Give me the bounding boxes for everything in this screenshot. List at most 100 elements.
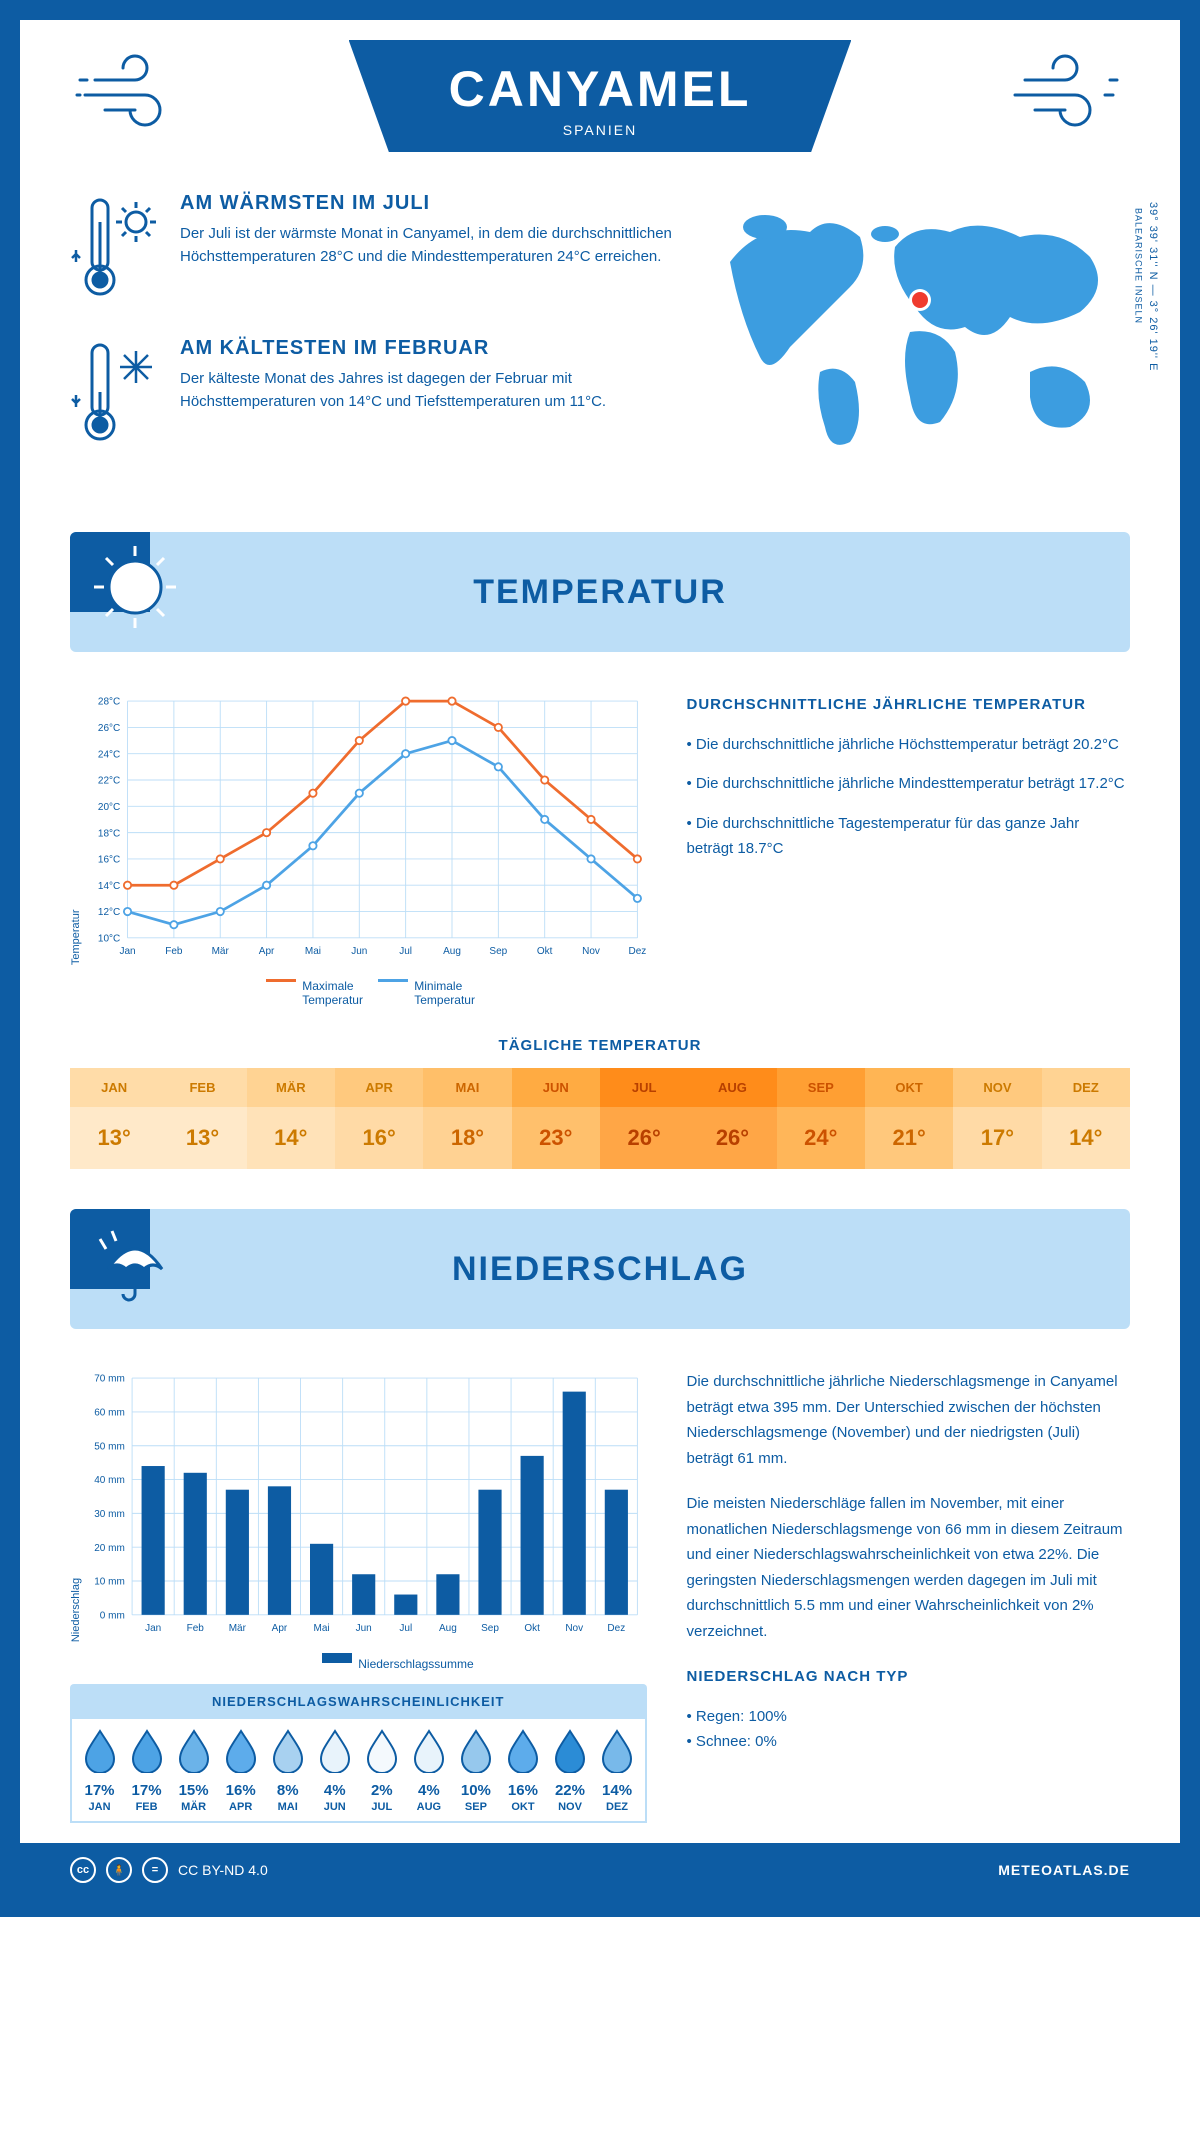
svg-text:50 mm: 50 mm — [94, 1442, 125, 1453]
temperature-banner: TEMPERATUR — [70, 532, 1130, 652]
temperature-line-chart: Temperatur 10°C12°C14°C16°C18°C20°C22°C2… — [70, 692, 647, 987]
warmest-body: Der Juli ist der wärmste Monat in Canyam… — [180, 223, 680, 268]
info-section: AM WÄRMSTEN IM JULI Der Juli ist der wär… — [20, 152, 1180, 512]
nd-icon: = — [142, 1857, 168, 1883]
month-cell: JAN 13° — [70, 1068, 158, 1169]
svg-text:16°C: 16°C — [98, 855, 120, 866]
month-cell: OKT 21° — [865, 1068, 953, 1169]
month-cell: MÄR 14° — [247, 1068, 335, 1169]
title-banner: CANYAMEL SPANIEN — [349, 40, 852, 152]
daily-temp-title: TÄGLICHE TEMPERATUR — [20, 1037, 1180, 1054]
svg-text:Nov: Nov — [565, 1623, 583, 1634]
svg-text:Mai: Mai — [314, 1623, 330, 1634]
svg-text:0 mm: 0 mm — [100, 1611, 125, 1622]
svg-text:Dez: Dez — [607, 1623, 625, 1634]
month-cell: APR 16° — [335, 1068, 423, 1169]
probability-cell: 15% MÄR — [170, 1727, 217, 1813]
month-cell: AUG 26° — [688, 1068, 776, 1169]
precipitation-chart-row: Niederschlag 0 mm10 mm20 mm30 mm40 mm50 … — [20, 1349, 1180, 1843]
raindrop-icon — [81, 1727, 119, 1773]
svg-text:40 mm: 40 mm — [94, 1475, 125, 1486]
svg-text:60 mm: 60 mm — [94, 1408, 125, 1419]
month-cell: FEB 13° — [158, 1068, 246, 1169]
svg-text:Feb: Feb — [165, 946, 183, 957]
raindrop-icon — [175, 1727, 213, 1773]
precipitation-legend: Niederschlagssumme — [70, 1650, 647, 1664]
raindrop-icon — [504, 1727, 542, 1773]
thermometer-sun-icon — [70, 192, 160, 307]
precipitation-bar-chart: Niederschlag 0 mm10 mm20 mm30 mm40 mm50 … — [70, 1369, 647, 1642]
probability-cell: 2% JUL — [358, 1727, 405, 1813]
svg-text:Jul: Jul — [399, 946, 412, 957]
svg-text:12°C: 12°C — [98, 907, 120, 918]
svg-text:20 mm: 20 mm — [94, 1543, 125, 1554]
raindrop-icon — [410, 1727, 448, 1773]
page-subtitle: SPANIEN — [449, 122, 752, 138]
probability-cell: 10% SEP — [452, 1727, 499, 1813]
svg-text:14°C: 14°C — [98, 881, 120, 892]
raindrop-icon — [457, 1727, 495, 1773]
svg-text:18°C: 18°C — [98, 828, 120, 839]
svg-text:70 mm: 70 mm — [94, 1374, 125, 1385]
cc-icon: cc — [70, 1857, 96, 1883]
probability-cell: 4% JUN — [311, 1727, 358, 1813]
svg-text:Okt: Okt — [524, 1623, 540, 1634]
svg-text:Dez: Dez — [629, 946, 647, 957]
precipitation-description: Die durchschnittliche jährliche Niedersc… — [687, 1369, 1130, 1823]
warmest-title: AM WÄRMSTEN IM JULI — [180, 192, 680, 215]
raindrop-icon — [598, 1727, 636, 1773]
sun-icon — [90, 542, 180, 637]
footer: cc 🧍 = CC BY-ND 4.0 METEOATLAS.DE — [20, 1843, 1180, 1897]
svg-text:Aug: Aug — [439, 1623, 457, 1634]
svg-text:Feb: Feb — [187, 1623, 205, 1634]
svg-text:30 mm: 30 mm — [94, 1509, 125, 1520]
daily-temp-table: JAN 13° FEB 13° MÄR 14° APR 16° MAI 18° … — [70, 1068, 1130, 1169]
svg-text:Apr: Apr — [259, 946, 275, 957]
page-frame: CANYAMEL SPANIEN — [0, 0, 1200, 1917]
svg-text:Aug: Aug — [443, 946, 461, 957]
probability-cell: 17% JAN — [76, 1727, 123, 1813]
world-map: 39° 39' 31'' N — 3° 26' 19'' E BALEARISC… — [710, 192, 1130, 482]
svg-text:Mär: Mär — [229, 1623, 247, 1634]
svg-text:Okt: Okt — [537, 946, 553, 957]
svg-text:22°C: 22°C — [98, 776, 120, 787]
svg-text:Jan: Jan — [119, 946, 135, 957]
svg-text:10°C: 10°C — [98, 933, 120, 944]
license-text: CC BY-ND 4.0 — [178, 1862, 268, 1878]
svg-text:24°C: 24°C — [98, 749, 120, 760]
probability-cell: 22% NOV — [546, 1727, 593, 1813]
raindrop-icon — [269, 1727, 307, 1773]
probability-cell: 16% APR — [217, 1727, 264, 1813]
header-row: CANYAMEL SPANIEN — [20, 20, 1180, 152]
raindrop-icon — [222, 1727, 260, 1773]
wind-icon-left — [70, 40, 200, 140]
svg-text:Jun: Jun — [351, 946, 367, 957]
svg-text:28°C: 28°C — [98, 697, 120, 708]
raindrop-icon — [363, 1727, 401, 1773]
svg-text:Sep: Sep — [481, 1623, 499, 1634]
thermometer-snow-icon — [70, 337, 160, 452]
svg-text:Jul: Jul — [399, 1623, 412, 1634]
svg-text:Jan: Jan — [145, 1623, 161, 1634]
probability-cell: 4% AUG — [405, 1727, 452, 1813]
probability-title: NIEDERSCHLAGSWAHRSCHEINLICHKEIT — [70, 1684, 647, 1719]
umbrella-icon — [90, 1219, 180, 1314]
site-credit: METEOATLAS.DE — [998, 1862, 1130, 1878]
wind-icon-right — [1000, 40, 1130, 140]
license-block: cc 🧍 = CC BY-ND 4.0 — [70, 1857, 268, 1883]
probability-cell: 14% DEZ — [594, 1727, 641, 1813]
month-cell: JUL 26° — [600, 1068, 688, 1169]
temperature-description: DURCHSCHNITTLICHE JÄHRLICHE TEMPERATUR •… — [687, 692, 1130, 987]
temperature-heading: TEMPERATUR — [473, 573, 727, 612]
by-icon: 🧍 — [106, 1857, 132, 1883]
svg-text:Jun: Jun — [356, 1623, 372, 1634]
svg-text:Nov: Nov — [582, 946, 600, 957]
svg-text:10 mm: 10 mm — [94, 1577, 125, 1588]
warmest-block: AM WÄRMSTEN IM JULI Der Juli ist der wär… — [70, 192, 680, 307]
month-cell: JUN 23° — [512, 1068, 600, 1169]
temperature-legend: Maximale Temperatur Minimale Temperatur — [70, 973, 647, 987]
precipitation-heading: NIEDERSCHLAG — [452, 1250, 748, 1289]
month-cell: MAI 18° — [423, 1068, 511, 1169]
month-cell: SEP 24° — [777, 1068, 865, 1169]
svg-text:26°C: 26°C — [98, 723, 120, 734]
